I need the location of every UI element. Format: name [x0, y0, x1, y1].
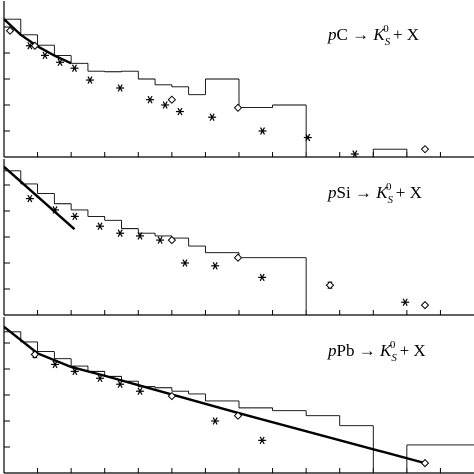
label-part: K — [375, 183, 389, 202]
star-point — [85, 76, 94, 84]
label-part: + X — [395, 341, 425, 360]
star-point — [70, 64, 79, 72]
star-point — [211, 417, 220, 425]
label-part: Pb → — [337, 341, 380, 360]
star-point — [96, 374, 105, 383]
star-point — [175, 107, 184, 116]
panel: pC → KS0 + X — [3, 1, 474, 158]
label-part: 0 — [383, 23, 389, 35]
diamond-point — [233, 103, 243, 113]
label-part: 0 — [386, 181, 392, 193]
diamond-point — [30, 41, 40, 50]
reaction-label: pC → KS0 + X — [327, 23, 419, 48]
label-part: S — [388, 194, 394, 206]
star-point — [258, 273, 267, 282]
diamond-point — [167, 235, 177, 245]
star-point — [258, 436, 267, 445]
fit-line — [3, 165, 76, 231]
diamond-point — [5, 26, 15, 35]
label-part: p — [327, 25, 337, 44]
diamond-point — [167, 391, 177, 401]
star-point — [70, 212, 79, 221]
reaction-label: pPb → KS0 + X — [327, 339, 426, 364]
star-point — [303, 133, 312, 142]
diamond-point — [233, 411, 243, 420]
star-point — [51, 206, 60, 214]
star-point — [350, 150, 359, 158]
diamond-point — [325, 280, 335, 290]
star-point — [180, 259, 189, 267]
diamond-point — [420, 300, 430, 310]
star-point — [56, 58, 65, 67]
diamond-point — [420, 458, 430, 468]
label-part: p — [327, 341, 337, 360]
star-point — [156, 236, 165, 244]
reaction-label: pSi → KS0 + X — [327, 181, 422, 206]
star-point — [40, 51, 49, 60]
star-point — [116, 380, 125, 388]
star-point — [146, 95, 155, 104]
label-part: S — [391, 352, 397, 364]
star-point — [96, 222, 105, 230]
diamond-point — [420, 144, 430, 154]
diamond-point — [167, 95, 177, 104]
label-part: Si → — [337, 183, 377, 202]
label-part: + X — [389, 25, 419, 44]
star-point — [70, 367, 79, 376]
star-point — [208, 113, 217, 121]
label-part: C → — [337, 25, 374, 44]
diamond-point — [30, 350, 40, 359]
star-point — [211, 262, 220, 270]
star-point — [51, 360, 60, 369]
star-point — [135, 387, 144, 395]
star-point — [25, 194, 34, 203]
label-part: p — [327, 183, 337, 202]
panel: pPb → KS0 + X — [3, 317, 474, 474]
star-point — [401, 298, 410, 307]
label-part: + X — [392, 183, 422, 202]
label-part: K — [379, 341, 393, 360]
star-point — [116, 229, 125, 237]
star-point — [116, 84, 125, 92]
star-point — [161, 101, 170, 109]
star-point — [135, 232, 144, 240]
label-part: S — [385, 36, 391, 48]
fit-line — [3, 325, 426, 465]
panel: pSi → KS0 + X — [3, 159, 474, 316]
label-part: 0 — [390, 339, 396, 351]
star-point — [258, 127, 267, 135]
label-part: K — [372, 25, 386, 44]
diamond-point — [233, 253, 243, 262]
